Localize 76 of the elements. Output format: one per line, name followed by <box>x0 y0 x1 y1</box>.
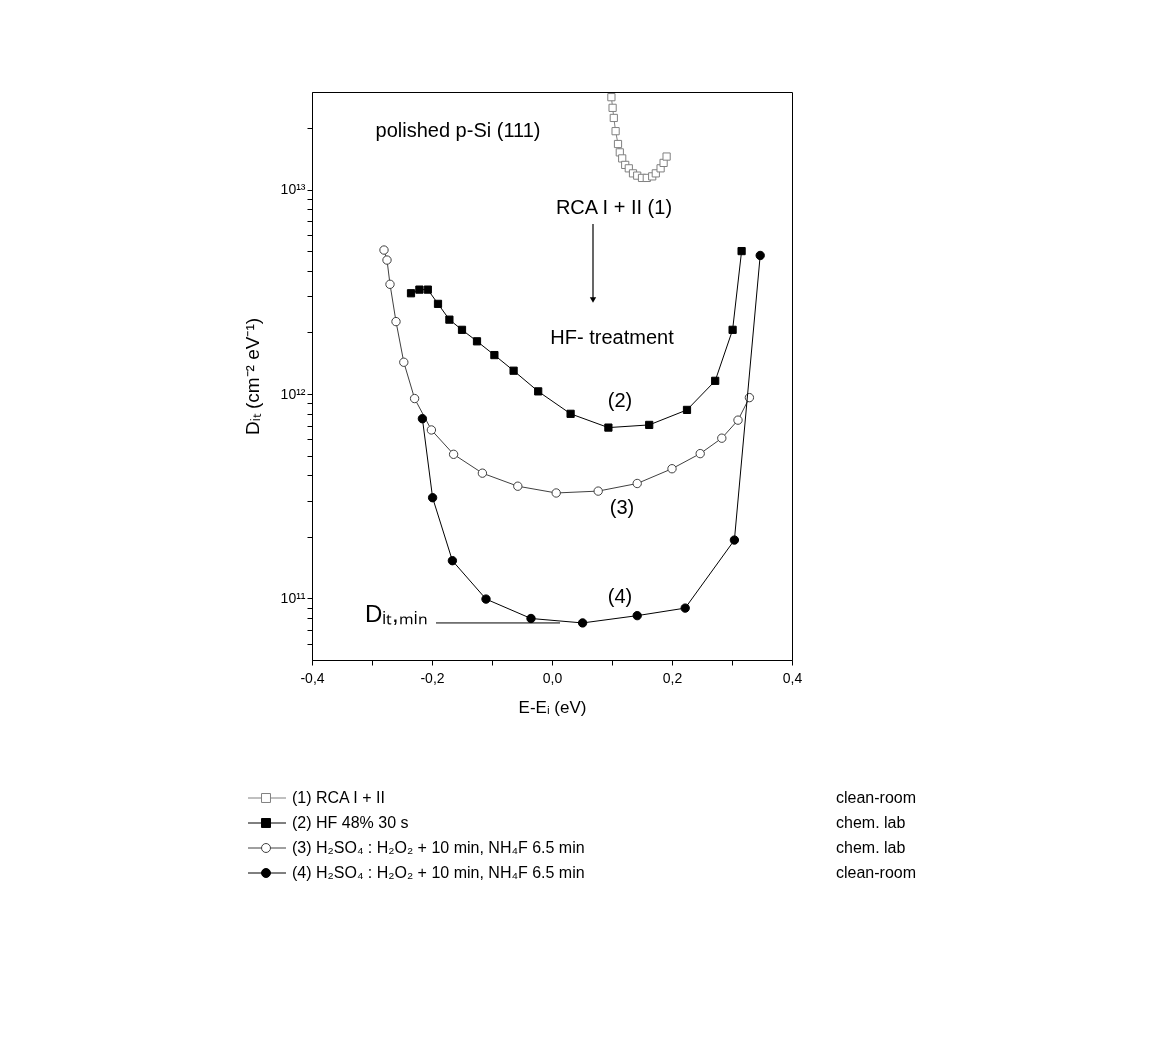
point <box>399 357 409 367</box>
point <box>682 405 692 415</box>
point <box>632 610 642 621</box>
point <box>409 393 420 404</box>
point <box>406 289 416 298</box>
point <box>426 425 437 435</box>
point <box>593 486 603 496</box>
y-tick-label: 10¹³ <box>280 181 306 198</box>
y-axis-title: Dᵢₜ (cm⁻² eV⁻¹) <box>241 317 263 436</box>
legend-label: (4) H₂SO₄ : H₂O₂ + 10 min, NH₄F 6.5 min <box>292 864 585 881</box>
point <box>728 325 737 334</box>
annotation: polished p-Si (111) <box>375 119 541 141</box>
point <box>577 618 588 628</box>
point <box>481 594 491 604</box>
legend-label: (2) HF 48% 30 s <box>292 814 409 831</box>
point <box>717 433 727 443</box>
point <box>417 414 428 424</box>
annotation: (2) <box>607 389 633 411</box>
point <box>613 139 623 149</box>
point <box>526 613 536 624</box>
point <box>385 279 395 289</box>
point <box>645 420 654 430</box>
annotation: RCA I + II (1) <box>555 196 673 218</box>
annotation: HF- treatment <box>550 326 675 348</box>
point <box>509 366 518 375</box>
y-tick-label: 10¹¹ <box>280 589 306 606</box>
point <box>415 285 424 294</box>
x-tick-label: -0,4 <box>300 669 325 686</box>
text: chem. lab <box>836 839 906 856</box>
point <box>632 478 642 489</box>
point <box>477 468 488 478</box>
legend-label: (3) H₂SO₄ : H₂O₂ + 10 min, NH₄F 6.5 min <box>292 839 585 856</box>
point <box>382 255 392 265</box>
text: clean-room <box>836 864 917 881</box>
point <box>472 337 482 346</box>
x-tick-label: 0,0 <box>542 669 563 686</box>
x-tick-label: 0,2 <box>662 669 683 686</box>
point <box>534 387 543 396</box>
point <box>680 603 690 613</box>
point <box>662 152 671 161</box>
point <box>733 415 743 425</box>
text: chem. lab <box>836 814 906 831</box>
point <box>611 127 620 136</box>
point <box>427 493 438 503</box>
text: clean-room <box>836 789 917 806</box>
point <box>457 325 467 334</box>
legend-label: (1) RCA I + II <box>292 789 385 806</box>
annotation: (3) <box>609 496 635 518</box>
x-tick-label: -0,2 <box>420 669 445 686</box>
point <box>618 154 627 163</box>
point <box>609 113 618 123</box>
point <box>667 464 677 474</box>
point <box>604 423 613 432</box>
point <box>423 285 432 294</box>
annotation: (4) <box>607 585 633 607</box>
x-tick-label: 0,4 <box>782 669 803 686</box>
point <box>445 315 454 324</box>
point <box>711 376 720 385</box>
point <box>433 299 443 308</box>
point <box>729 535 740 545</box>
point <box>551 488 561 498</box>
point <box>608 103 617 112</box>
point <box>379 245 389 255</box>
point <box>448 449 459 459</box>
point <box>513 481 523 491</box>
x-axis-title: E-Eᵢ (eV) <box>518 697 587 717</box>
point <box>737 246 746 256</box>
ref-line-label: Dᵢₜ,ₘᵢₙ <box>365 599 428 627</box>
point <box>447 556 458 566</box>
point <box>607 93 616 102</box>
point <box>391 316 401 327</box>
point <box>695 448 705 459</box>
point <box>755 250 765 261</box>
point <box>566 409 575 418</box>
y-tick-label: 10¹² <box>280 385 306 402</box>
point <box>490 350 499 360</box>
